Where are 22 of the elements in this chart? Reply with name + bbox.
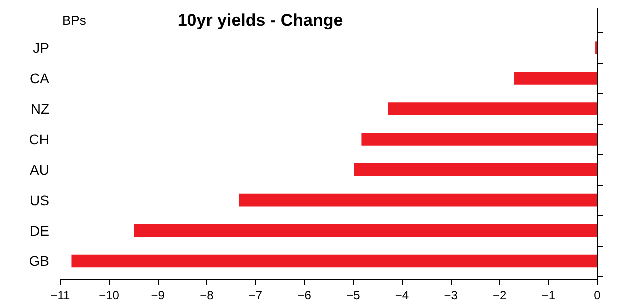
x-tick-label: −5 <box>346 288 361 302</box>
x-tick-label: −4 <box>395 288 410 302</box>
y-tick-label: GB <box>29 253 50 270</box>
x-tick-label: −2 <box>493 288 508 302</box>
y-tick-label: CA <box>30 70 50 87</box>
y-tick-label: AU <box>30 162 50 178</box>
x-tick-label: −1 <box>542 288 556 302</box>
y-tick-label: CH <box>29 131 50 148</box>
y-tick-label: DE <box>30 222 50 239</box>
y-tick-label: NZ <box>30 100 50 117</box>
y-axis-title: BPs <box>62 13 87 28</box>
chart-title: 10yr yields - Change <box>178 11 344 30</box>
y-tick-label: US <box>30 192 50 208</box>
x-tick-label: −11 <box>50 288 71 302</box>
x-tick-label: 0 <box>594 288 602 302</box>
x-tick-label: −10 <box>99 288 120 302</box>
x-tick-label: −9 <box>151 288 166 302</box>
x-tick-label: −3 <box>444 288 458 302</box>
y-tick-label: JP <box>33 40 50 56</box>
x-tick-label: −8 <box>200 288 214 302</box>
x-tick-label: −7 <box>248 288 263 302</box>
x-tick-label: −6 <box>298 288 312 302</box>
